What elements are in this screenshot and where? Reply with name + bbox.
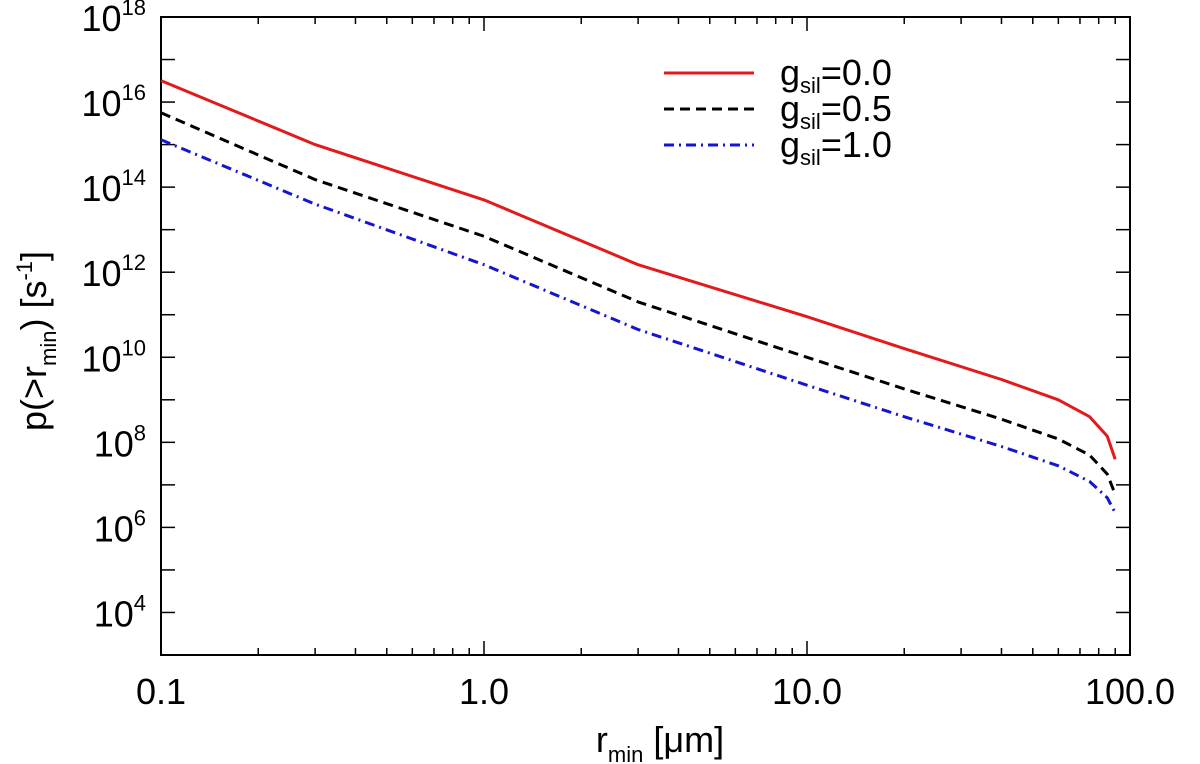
legend-label-1: gsil=0.5 bbox=[780, 88, 892, 134]
plot-frame bbox=[160, 16, 1131, 656]
x-tick-labels: 0.1 1.0 10.0 100.0 bbox=[136, 671, 1175, 712]
y-tick-label: 108 bbox=[94, 420, 146, 464]
axis-ticks bbox=[160, 16, 1131, 656]
y-tick-label: 1014 bbox=[81, 165, 146, 209]
x-axis-label: rmin [μm] bbox=[596, 719, 724, 764]
legend-label-0: gsil=0.0 bbox=[780, 52, 892, 98]
y-tick-label: 1016 bbox=[81, 80, 146, 124]
y-axis-label: p(>rmin) [s-1] bbox=[12, 251, 61, 431]
y-tick-label: 106 bbox=[94, 505, 146, 549]
series-lines bbox=[160, 79, 1117, 514]
series-line-2 bbox=[160, 138, 1117, 514]
y-tick-label: 1012 bbox=[81, 250, 146, 294]
x-tick-label: 100.0 bbox=[1085, 671, 1175, 712]
series-line-0 bbox=[160, 79, 1117, 460]
legend-label-2: gsil=1.0 bbox=[780, 124, 892, 170]
x-tick-label: 0.1 bbox=[136, 671, 186, 712]
y-tick-label: 104 bbox=[94, 590, 146, 634]
y-tick-labels: 104 106 108 1010 1012 1014 1016 1018 bbox=[81, 0, 146, 634]
series-line-1 bbox=[160, 111, 1117, 495]
y-tick-label: 1010 bbox=[81, 335, 146, 379]
x-tick-label: 10.0 bbox=[772, 671, 842, 712]
x-tick-label: 1.0 bbox=[459, 671, 509, 712]
y-tick-label: 1018 bbox=[81, 0, 146, 39]
